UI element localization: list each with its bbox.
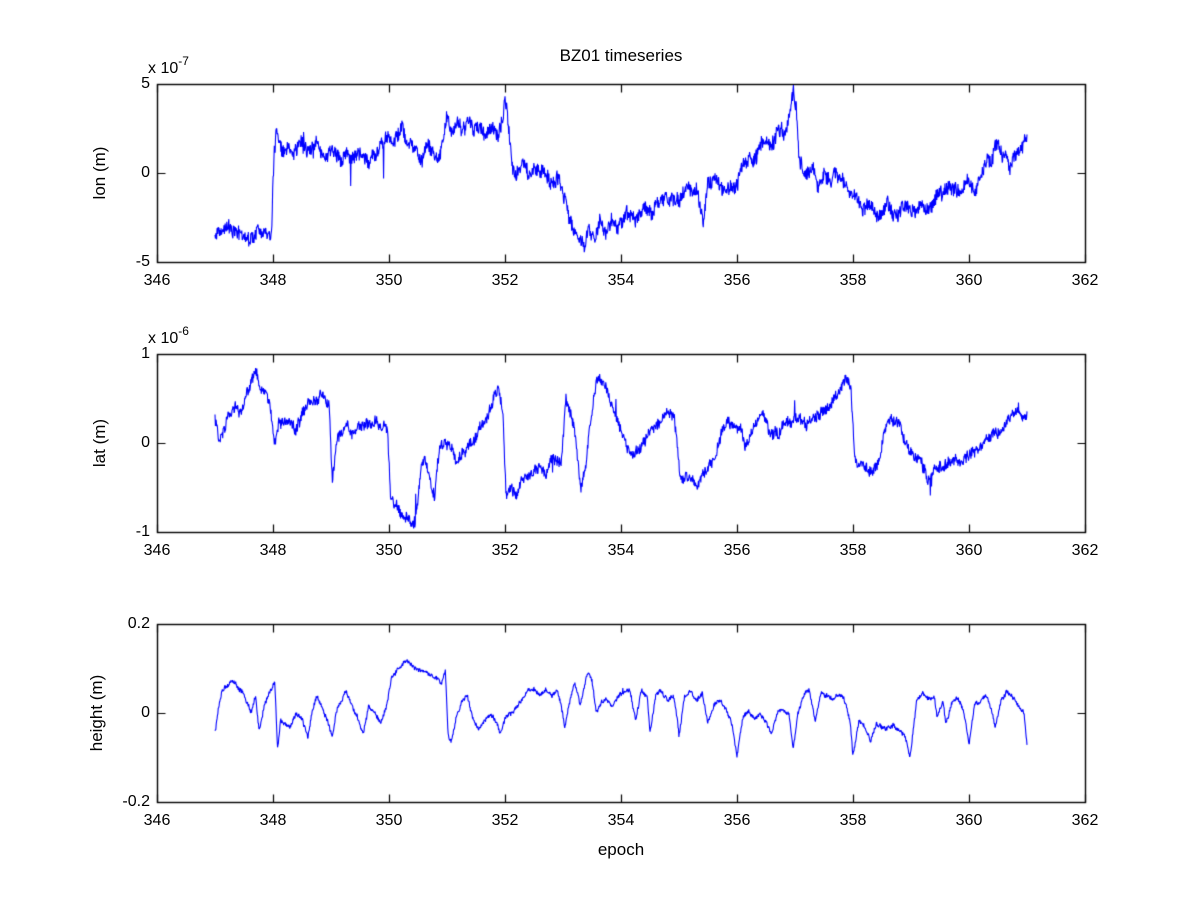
x-tick-label: 354 bbox=[607, 542, 635, 559]
y-tick-label: -1 bbox=[135, 523, 150, 540]
y-tick-label: -5 bbox=[135, 253, 150, 270]
x-tick-label: 356 bbox=[723, 542, 751, 559]
x-tick-label: 346 bbox=[143, 542, 171, 559]
x-tick-label: 358 bbox=[839, 272, 867, 289]
x-tick-label: 348 bbox=[259, 542, 287, 559]
y-tick-label: 0 bbox=[141, 704, 150, 721]
y-tick-label: 0.2 bbox=[127, 615, 150, 632]
x-tick-label: 352 bbox=[491, 272, 519, 289]
x-tick-label: 348 bbox=[259, 812, 287, 829]
exponent-power: -7 bbox=[178, 54, 189, 68]
x-tick-label: 360 bbox=[955, 542, 983, 559]
y-tick-label: 0 bbox=[141, 164, 150, 181]
x-tick-label: 362 bbox=[1071, 272, 1099, 289]
y-tick-label: 1 bbox=[141, 345, 150, 362]
exponent-power: -6 bbox=[178, 324, 189, 338]
x-tick-label: 350 bbox=[375, 812, 403, 829]
y-axis-exponent-lon: x 10-7 bbox=[148, 54, 189, 78]
x-tick-label: 350 bbox=[375, 272, 403, 289]
x-axis-label: epoch bbox=[597, 840, 645, 859]
x-tick-label: 352 bbox=[491, 812, 519, 829]
x-tick-label: 356 bbox=[723, 812, 751, 829]
x-tick-label: 354 bbox=[607, 812, 635, 829]
x-tick-label: 354 bbox=[607, 272, 635, 289]
y-axis-exponent-lat: x 10-6 bbox=[148, 324, 189, 348]
y-tick-label: 5 bbox=[141, 75, 150, 92]
x-tick-label: 360 bbox=[955, 812, 983, 829]
exponent-prefix: x 10 bbox=[148, 60, 179, 77]
y-tick-label: 0 bbox=[141, 434, 150, 451]
x-tick-label: 360 bbox=[955, 272, 983, 289]
x-tick-label: 346 bbox=[143, 812, 171, 829]
exponent-prefix: x 10 bbox=[148, 330, 179, 347]
x-tick-label: 346 bbox=[143, 272, 171, 289]
x-tick-label: 348 bbox=[259, 272, 287, 289]
y-tick-label: -0.2 bbox=[122, 793, 150, 810]
x-tick-label: 362 bbox=[1071, 812, 1099, 829]
x-tick-label: 362 bbox=[1071, 542, 1099, 559]
x-tick-label: 350 bbox=[375, 542, 403, 559]
y-axis-label-height: height (m) bbox=[87, 674, 106, 752]
x-tick-label: 358 bbox=[839, 542, 867, 559]
x-tick-label: 358 bbox=[839, 812, 867, 829]
x-tick-label: 352 bbox=[491, 542, 519, 559]
x-tick-label: 356 bbox=[723, 272, 751, 289]
chart-title: BZ01 timeseries bbox=[559, 46, 683, 65]
